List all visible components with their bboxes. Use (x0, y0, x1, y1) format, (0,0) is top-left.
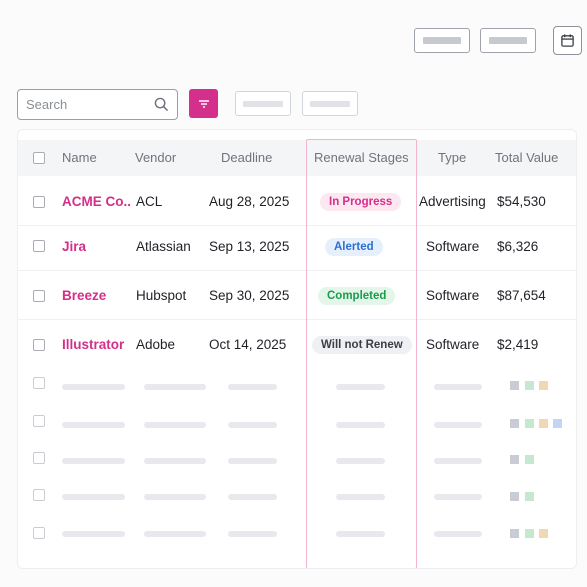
skeleton-checkbox (33, 415, 45, 427)
row-type: Software (426, 239, 480, 254)
skeleton-bar (144, 531, 206, 537)
filter-button[interactable] (189, 89, 218, 118)
row-vendor: ACL (136, 194, 163, 209)
skeleton-checkbox (33, 489, 45, 501)
row-divider (18, 270, 576, 271)
column-header-vendor[interactable]: Vendor (135, 150, 177, 165)
calendar-icon (561, 34, 574, 47)
skeleton-bar (434, 458, 482, 464)
row-vendor: Atlassian (136, 239, 191, 254)
column-header-renewal-stages[interactable]: Renewal Stages (314, 150, 409, 165)
skeleton-bar (336, 422, 385, 428)
skeleton-dot (525, 529, 534, 538)
row-vendor: Hubspot (136, 288, 187, 303)
skeleton-bar (62, 458, 125, 464)
skeleton-dot (510, 529, 519, 538)
table-header: Name Vendor Deadline Renewal Stages Type… (18, 140, 576, 176)
status-badge: Alerted (325, 238, 383, 256)
skeleton-bar (228, 531, 277, 537)
row-deadline: Oct 14, 2025 (209, 337, 287, 352)
row-divider (18, 225, 576, 226)
row-name-link[interactable]: Breeze (62, 288, 107, 303)
placeholder-bar (310, 100, 350, 107)
row-checkbox[interactable] (33, 196, 45, 208)
status-badge: Will not Renew (312, 336, 412, 354)
skeleton-bar (144, 494, 206, 500)
column-header-total-value[interactable]: Total Value (495, 150, 559, 165)
row-type: Software (426, 288, 480, 303)
skeleton-bar (228, 494, 277, 500)
row-deadline: Aug 28, 2025 (209, 194, 290, 209)
skeleton-dot (510, 455, 519, 464)
skeleton-bar (144, 384, 206, 390)
row-type: Software (426, 337, 480, 352)
skeleton-bar (228, 458, 277, 464)
column-header-name[interactable]: Name (62, 150, 97, 165)
row-total-value: $87,654 (497, 288, 546, 303)
search-input[interactable] (26, 97, 154, 112)
renewals-table: Name Vendor Deadline Renewal Stages Type… (17, 129, 577, 569)
row-deadline: Sep 30, 2025 (209, 288, 290, 303)
calendar-button[interactable] (553, 26, 582, 55)
placeholder-bar (489, 37, 527, 44)
row-name-link[interactable]: Jira (62, 239, 87, 254)
skeleton-checkbox (33, 527, 45, 539)
skeleton-dot (525, 492, 534, 501)
skeleton-dot (539, 381, 548, 390)
skeleton-dot (510, 381, 519, 390)
row-checkbox[interactable] (33, 339, 45, 351)
skeleton-bar (336, 494, 385, 500)
filter-icon (198, 99, 209, 108)
row-total-value: $54,530 (497, 194, 546, 209)
skeleton-bar (336, 384, 385, 390)
skeleton-dot (553, 419, 562, 428)
skeleton-bar (336, 458, 385, 464)
skeleton-bar (434, 422, 482, 428)
filter-chip-1[interactable] (235, 91, 291, 116)
row-total-value: $2,419 (497, 337, 539, 352)
row-checkbox[interactable] (33, 290, 45, 302)
skeleton-dot (510, 492, 519, 501)
skeleton-dot (539, 529, 548, 538)
skeleton-bar (228, 422, 277, 428)
skeleton-dot (510, 419, 519, 428)
row-deadline: Sep 13, 2025 (209, 239, 290, 254)
column-header-deadline[interactable]: Deadline (221, 150, 273, 165)
skeleton-dot (539, 419, 548, 428)
row-total-value: $6,326 (497, 239, 539, 254)
row-type: Advertising (419, 194, 486, 209)
skeleton-bar (62, 531, 125, 537)
row-vendor: Adobe (136, 337, 176, 352)
filter-chip-2[interactable] (302, 91, 358, 116)
row-checkbox[interactable] (33, 240, 45, 252)
skeleton-bar (336, 531, 385, 537)
skeleton-bar (434, 494, 482, 500)
skeleton-bar (228, 384, 277, 390)
skeleton-bar (144, 458, 206, 464)
row-name-link[interactable]: Illustrator (62, 337, 125, 352)
search-box[interactable] (17, 89, 178, 120)
row-divider (18, 319, 576, 320)
toolbar-button-1[interactable] (414, 28, 470, 53)
skeleton-checkbox (33, 452, 45, 464)
placeholder-bar (423, 37, 461, 44)
select-all-checkbox[interactable] (33, 152, 45, 164)
skeleton-checkbox (33, 377, 45, 389)
skeleton-dot (525, 419, 534, 428)
skeleton-dot (525, 381, 534, 390)
skeleton-bar (62, 422, 125, 428)
skeleton-bar (434, 531, 482, 537)
skeleton-bar (144, 422, 206, 428)
row-name-link[interactable]: ACME Co.. (62, 194, 131, 209)
toolbar-button-2[interactable] (480, 28, 536, 53)
skeleton-bar (62, 494, 125, 500)
skeleton-dot (525, 455, 534, 464)
search-icon (154, 97, 169, 112)
status-badge: Completed (318, 287, 396, 305)
placeholder-bar (243, 100, 283, 107)
skeleton-bar (434, 384, 482, 390)
skeleton-bar (62, 384, 125, 390)
column-header-type[interactable]: Type (438, 150, 467, 165)
status-badge: In Progress (320, 193, 402, 211)
